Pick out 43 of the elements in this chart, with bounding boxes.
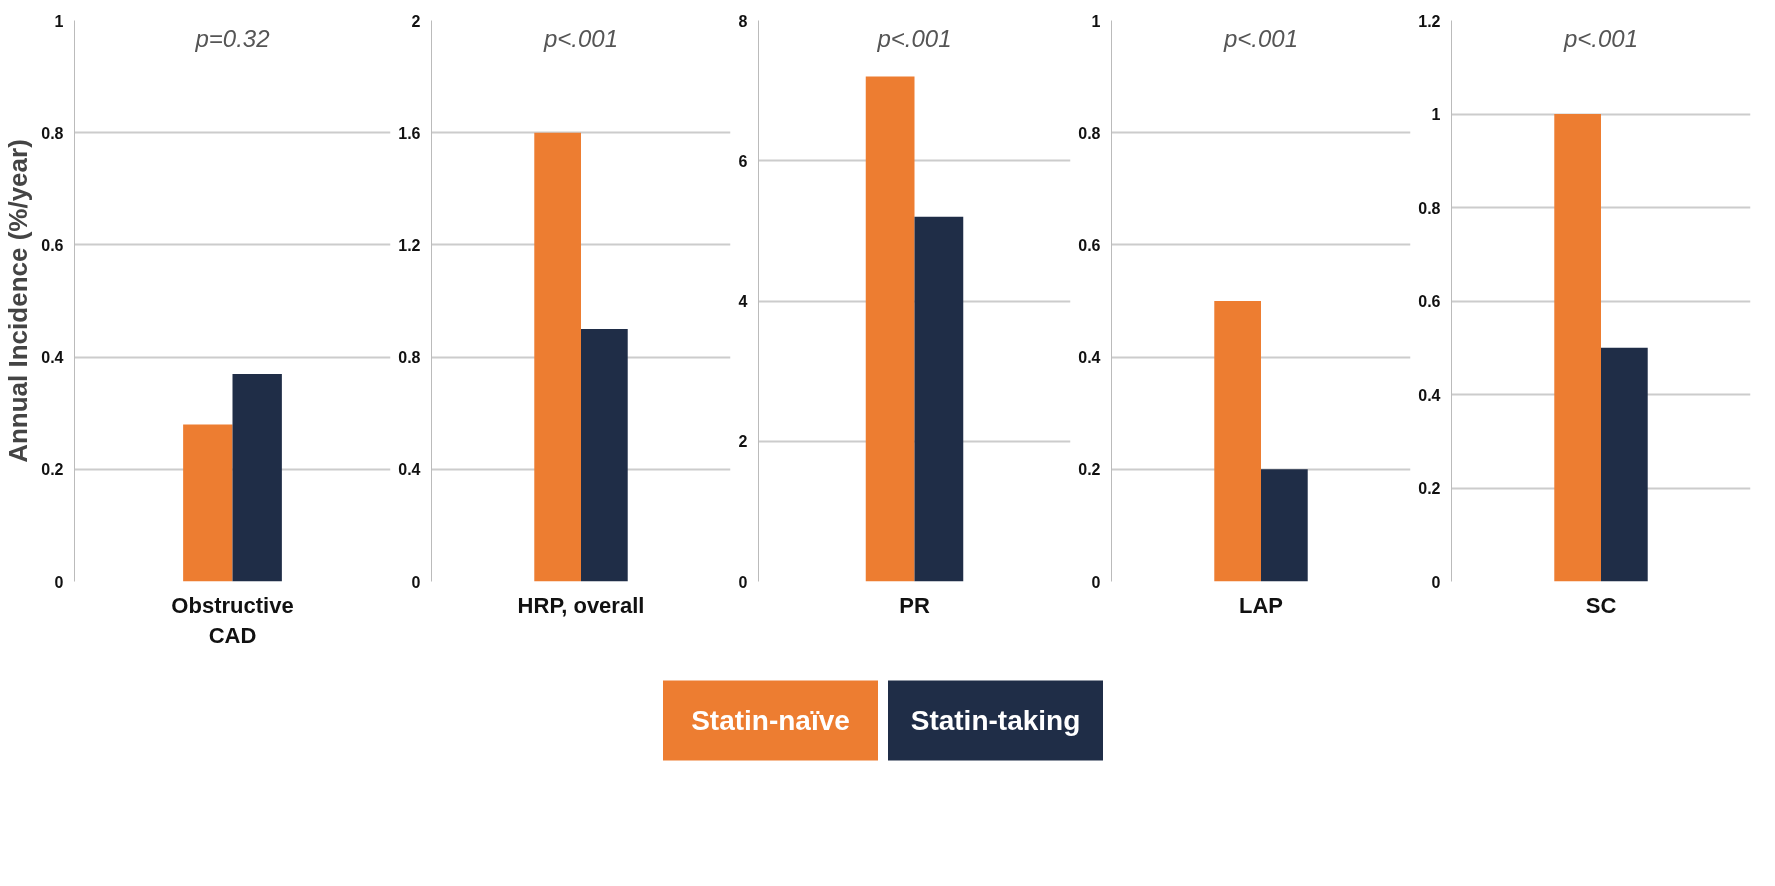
y-tick-label: 6 (738, 152, 748, 170)
y-tick-label: 0.2 (41, 461, 64, 479)
y-tick-label: 4 (738, 293, 748, 310)
y-tick-label: 2 (738, 433, 748, 451)
x-tick-label: SC (1585, 592, 1617, 618)
y-tick-label: 0 (738, 573, 748, 591)
y-tick-label: 1 (1431, 106, 1441, 123)
y-tick-label: 0.4 (41, 349, 64, 367)
y-tick-label: 0.6 (1418, 293, 1441, 310)
x-tick-label: LAP (1239, 592, 1283, 618)
x-tick-label: Obstructive CAD (171, 592, 294, 648)
annotation: p<.001 (1222, 24, 1299, 52)
y-tick-label: 0.4 (1418, 386, 1441, 404)
annotation: p=0.32 (194, 24, 270, 52)
y-axis-title: Annual Incidence (%/year) (3, 139, 34, 463)
y-tick-label: 8 (738, 12, 748, 30)
y-tick-label: 0 (1431, 573, 1441, 591)
y-tick-label: 1 (54, 12, 64, 30)
y-tick-label: 0.8 (398, 349, 421, 367)
y-tick-label: 0.8 (41, 124, 64, 142)
y-tick-label: 0.2 (1078, 461, 1101, 479)
y-tick-label: 2 (411, 12, 421, 30)
x-tick-label: PR (899, 592, 930, 618)
y-tick-label: 0.2 (1418, 480, 1441, 497)
annotation: p<.001 (876, 24, 952, 52)
annotation: p<.001 (1562, 24, 1639, 52)
y-tick-label: 0.4 (398, 461, 421, 479)
y-tick-label: 0.8 (1418, 199, 1441, 217)
y-tick-label: 0.6 (1078, 236, 1101, 254)
y-tick-label: 0.6 (41, 236, 64, 254)
y-tick-label: 1.6 (398, 124, 421, 142)
y-tick-label: 0.8 (1078, 124, 1101, 142)
y-tick-label: 0 (1091, 573, 1101, 591)
y-tick-label: 1.2 (1418, 12, 1441, 30)
text: Statin-taking (910, 705, 1081, 736)
y-tick-label: 0.4 (1078, 349, 1101, 367)
y-tick-label: 1 (1091, 12, 1101, 30)
y-tick-label: 0 (54, 573, 64, 591)
y-tick-label: 0 (411, 573, 421, 591)
text: Statin-naïve (691, 705, 850, 736)
y-tick-label: 1.2 (398, 236, 421, 254)
x-tick-label: HRP, overall (517, 592, 645, 618)
annotation: p<.001 (542, 24, 619, 52)
